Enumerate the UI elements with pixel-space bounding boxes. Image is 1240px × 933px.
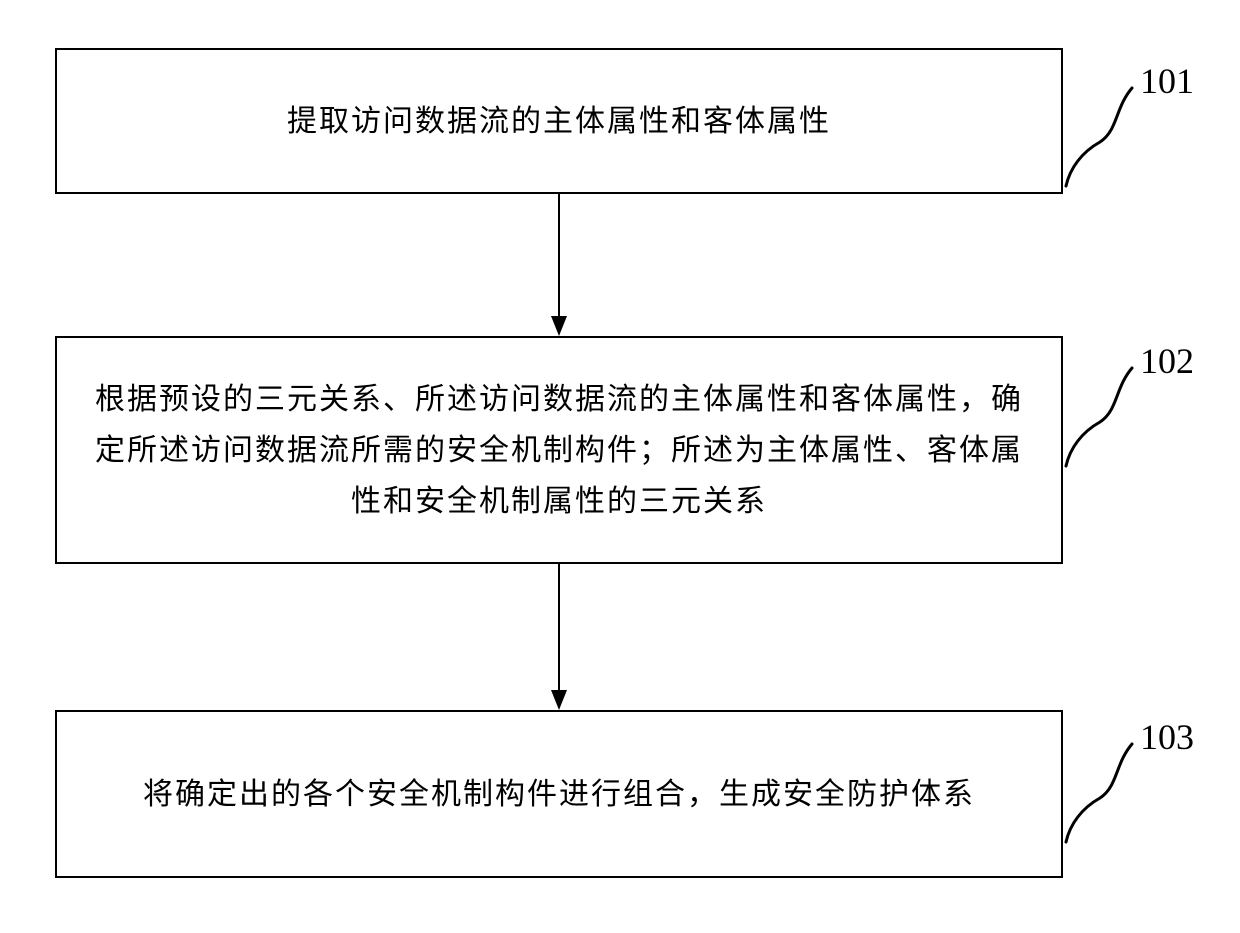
step-label-102: 102 [1140, 340, 1194, 382]
leader-curve-1 [1060, 80, 1140, 190]
flowchart-canvas: 提取访问数据流的主体属性和客体属性 根据预设的三元关系、所述访问数据流的主体属性… [0, 0, 1240, 933]
flow-node-3: 将确定出的各个安全机制构件进行组合，生成安全防护体系 [55, 710, 1063, 878]
arrow-2 [549, 564, 569, 710]
flow-node-1: 提取访问数据流的主体属性和客体属性 [55, 48, 1063, 194]
step-label-101: 101 [1140, 60, 1194, 102]
step-label-103-text: 103 [1140, 717, 1194, 757]
flow-node-3-text: 将确定出的各个安全机制构件进行组合，生成安全防护体系 [143, 769, 975, 820]
step-label-101-text: 101 [1140, 61, 1194, 101]
leader-curve-2 [1060, 360, 1140, 470]
step-label-102-text: 102 [1140, 341, 1194, 381]
flow-node-2: 根据预设的三元关系、所述访问数据流的主体属性和客体属性，确定所述访问数据流所需的… [55, 336, 1063, 564]
flow-node-1-text: 提取访问数据流的主体属性和客体属性 [287, 96, 831, 147]
leader-curve-3 [1060, 736, 1140, 846]
step-label-103: 103 [1140, 716, 1194, 758]
arrow-1 [549, 194, 569, 336]
flow-node-2-text: 根据预设的三元关系、所述访问数据流的主体属性和客体属性，确定所述访问数据流所需的… [81, 374, 1037, 527]
